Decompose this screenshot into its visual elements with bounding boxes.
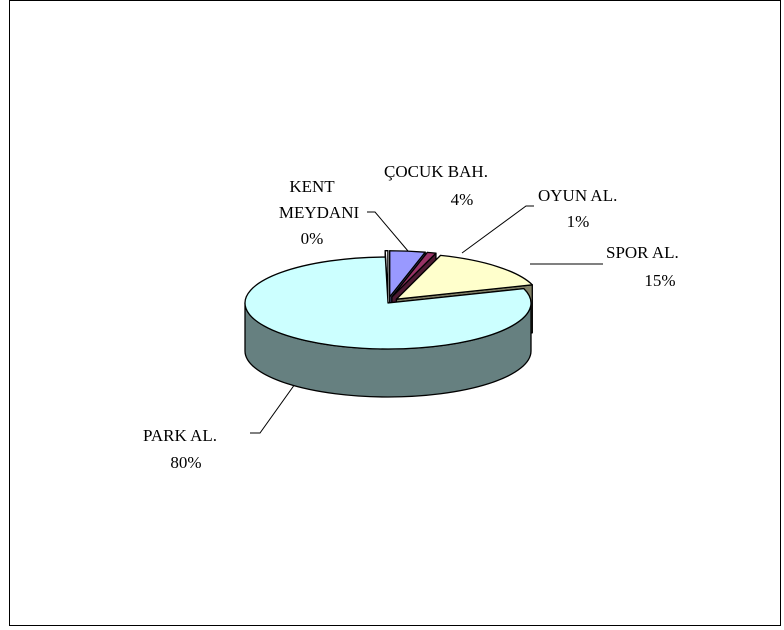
label-kent-meydani-line1: KENT [289, 177, 335, 196]
chart-area: ÇOCUK BAH. 4% OYUN AL. 1% SPOR AL. 15% P… [9, 0, 781, 626]
slice-labels: ÇOCUK BAH. 4% OYUN AL. 1% SPOR AL. 15% P… [143, 162, 679, 472]
slice-top-oyun-al [391, 251, 437, 298]
label-spor-al-percent: 15% [644, 271, 675, 290]
label-cocuk-bah-percent: 4% [451, 190, 474, 209]
label-park-al-percent: 80% [170, 453, 201, 472]
label-cocuk-bah-name: ÇOCUK BAH. [384, 162, 488, 181]
label-oyun-al-name: OYUN AL. [538, 186, 617, 205]
slice-top-cocuk-bah [389, 250, 426, 298]
leader-kent-meydani [367, 211, 409, 252]
leader-oyun-al [461, 205, 534, 254]
label-park-al-name: PARK AL. [143, 426, 217, 445]
pie-chart: ÇOCUK BAH. 4% OYUN AL. 1% SPOR AL. 15% P… [143, 162, 679, 472]
slice-top-park-al [244, 256, 532, 350]
slice-top-spor-al [395, 254, 533, 300]
pie-slices [244, 250, 533, 398]
label-spor-al-name: SPOR AL. [606, 243, 679, 262]
leader-lines [250, 205, 603, 434]
label-kent-meydani-percent: 0% [301, 229, 324, 248]
label-oyun-al-percent: 1% [567, 212, 590, 231]
leader-park-al [250, 362, 311, 434]
label-kent-meydani-line2: MEYDANI [279, 203, 360, 222]
